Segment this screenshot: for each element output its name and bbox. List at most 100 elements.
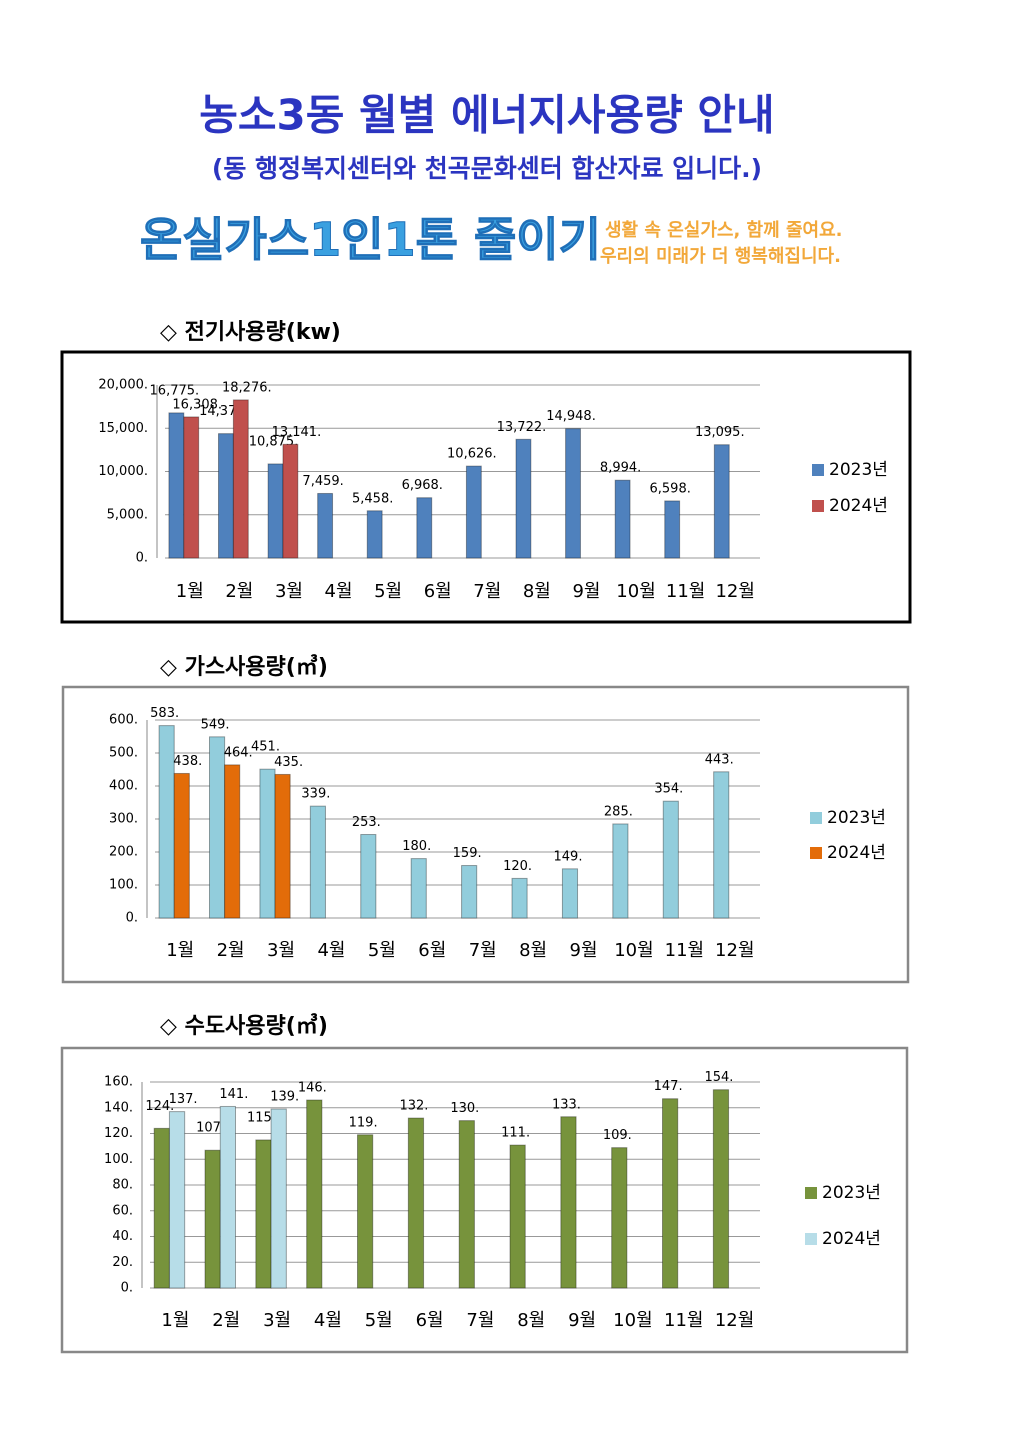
y-tick-label: 140. (104, 1100, 133, 1115)
x-tick-label: 10월 (616, 581, 655, 602)
bar (282, 443, 299, 559)
data-label: 10,626. (447, 447, 497, 462)
bar (317, 492, 334, 559)
data-label: 253. (352, 815, 381, 830)
bar (416, 497, 433, 559)
x-tick-label: 5월 (368, 940, 396, 961)
data-label: 18,276. (222, 380, 272, 395)
x-tick-label: 8월 (519, 940, 547, 961)
data-label: 443. (705, 752, 734, 767)
data-label: 149. (554, 849, 583, 864)
bar (366, 510, 383, 559)
x-tick-label: 1월 (166, 940, 194, 961)
bar (465, 465, 482, 559)
bar (267, 463, 284, 559)
data-label: 146. (298, 1081, 327, 1096)
x-tick-label: 4월 (317, 940, 345, 961)
x-tick-label: 9월 (570, 940, 598, 961)
bar (713, 444, 730, 559)
y-tick-label: 80. (112, 1178, 133, 1193)
data-label: 132. (399, 1099, 428, 1114)
x-tick-label: 4월 (325, 581, 353, 602)
data-label: 14,948. (546, 409, 596, 424)
x-tick-label: 8월 (517, 1310, 545, 1331)
y-tick-label: 300. (109, 812, 138, 827)
bar (565, 428, 581, 559)
data-label: 119. (349, 1115, 378, 1130)
bar (306, 1099, 323, 1289)
x-tick-label: 1월 (176, 581, 204, 602)
data-label: 147. (654, 1079, 683, 1094)
bar (560, 1116, 577, 1289)
x-tick-label: 6월 (424, 581, 452, 602)
bar (713, 771, 730, 919)
x-tick-label: 11월 (666, 581, 705, 602)
bar (219, 1105, 236, 1289)
bar (461, 865, 478, 919)
y-tick-label: 15,000. (98, 421, 148, 436)
data-label: 339. (301, 787, 330, 802)
bar (509, 1144, 526, 1289)
data-label: 115. (247, 1110, 276, 1125)
x-tick-label: 9월 (568, 1310, 596, 1331)
data-label: 16,308. (172, 397, 222, 412)
y-tick-label: 60. (112, 1203, 133, 1218)
data-label: 6,968. (402, 478, 443, 493)
y-tick-label: 100. (109, 878, 138, 893)
bar (357, 1134, 374, 1289)
x-tick-label: 5월 (374, 581, 402, 602)
x-tick-label: 7월 (466, 1310, 494, 1331)
data-label: 285. (604, 804, 633, 819)
x-tick-label: 3월 (275, 581, 303, 602)
y-tick-label: 600. (109, 713, 138, 728)
data-label: 435. (274, 755, 303, 770)
data-label: 133. (552, 1097, 581, 1112)
x-tick-label: 2월 (225, 581, 253, 602)
bar (259, 768, 276, 919)
title: 농소3동 월별 에너지사용량 안내 (199, 91, 774, 140)
y-tick-label: 400. (109, 779, 138, 794)
data-label: 438. (173, 754, 202, 769)
bar (168, 412, 185, 559)
legend-swatch (812, 464, 824, 476)
legend-swatch (812, 500, 824, 512)
x-tick-label: 1월 (161, 1310, 189, 1331)
chart-frame (60, 350, 912, 624)
data-label: 141. (219, 1087, 248, 1102)
bar (410, 858, 427, 919)
bar (158, 725, 175, 919)
bar (218, 433, 234, 559)
data-label: 6,598. (650, 481, 691, 496)
legend-swatch (810, 847, 822, 859)
data-label: 13,095. (695, 425, 745, 440)
x-tick-label: 10월 (614, 940, 653, 961)
bar (612, 823, 629, 919)
bar (662, 1098, 679, 1289)
bar (168, 1111, 186, 1289)
data-label: 111. (501, 1126, 530, 1141)
data-label: 154. (704, 1070, 733, 1085)
y-tick-label: 5,000. (107, 507, 148, 522)
y-tick-label: 20. (112, 1255, 133, 1270)
bar (611, 1147, 628, 1289)
bar (232, 399, 249, 559)
x-tick-label: 12월 (715, 1310, 754, 1331)
bar (183, 416, 200, 559)
data-label: 464. (224, 745, 253, 760)
x-tick-label: 8월 (523, 581, 551, 602)
x-tick-label: 4월 (314, 1310, 342, 1331)
data-label: 7,459. (302, 474, 343, 489)
data-label: 5,458. (352, 491, 393, 506)
chart-frame (61, 685, 910, 984)
y-tick-label: 160. (104, 1075, 133, 1090)
y-tick-label: 200. (109, 845, 138, 860)
data-label: 120. (503, 859, 532, 874)
x-tick-label: 10월 (613, 1310, 652, 1331)
bar (614, 479, 631, 559)
legend-label: 2024년 (829, 496, 888, 516)
data-label: 124. (145, 1099, 174, 1114)
x-tick-label: 2월 (217, 940, 245, 961)
data-label: 8,994. (600, 461, 641, 476)
x-tick-label: 7월 (469, 940, 497, 961)
